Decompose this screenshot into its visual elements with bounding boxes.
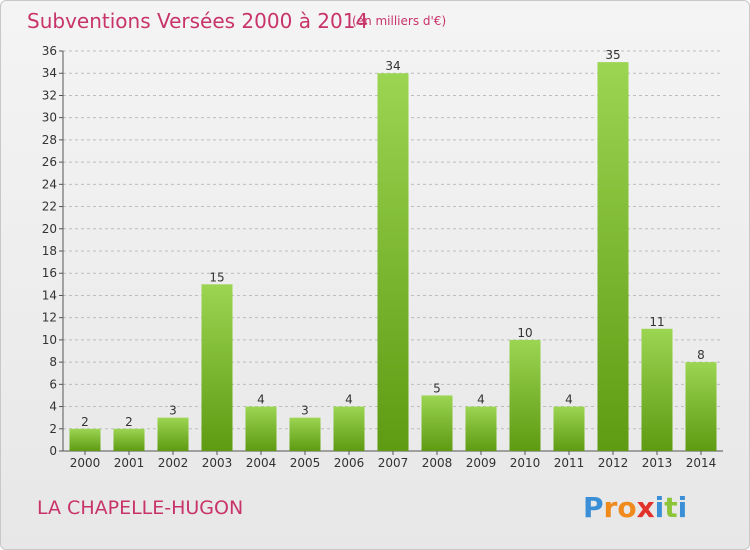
x-tick-label: 2012 [598,456,629,470]
y-tick-label: 22 [42,200,57,214]
y-tick-label: 34 [42,66,57,80]
y-tick-label: 2 [49,422,57,436]
bar [597,62,629,451]
x-tick-label: 2006 [334,456,365,470]
x-tick-label: 2003 [202,456,233,470]
bar [377,73,409,451]
bar-value-label: 10 [517,326,532,340]
chart-title: Subventions Versées 2000 à 2014 [27,9,369,33]
bar-value-label: 5 [433,381,441,395]
x-tick-label: 2007 [378,456,409,470]
bar [113,428,145,451]
bar-value-label: 15 [209,270,224,284]
y-tick-label: 30 [42,111,57,125]
bar [641,328,673,451]
y-tick-label: 16 [42,266,57,280]
x-tick-label: 2001 [114,456,145,470]
bar-value-label: 2 [81,415,89,429]
x-tick-label: 2010 [510,456,541,470]
bar [509,339,541,451]
bar-value-label: 4 [345,393,353,407]
x-tick-label: 2002 [158,456,189,470]
bar-value-label: 4 [257,393,265,407]
x-tick-label: 2004 [246,456,277,470]
units-note: (en milliers d'€) [352,14,447,28]
bar [201,284,233,451]
bar-value-label: 3 [169,404,177,418]
commune-name: LA CHAPELLE-HUGON [37,497,244,519]
bar-value-label: 35 [605,48,620,62]
bar-value-label: 3 [301,404,309,418]
bar [553,406,585,451]
bar-value-label: 4 [477,393,485,407]
bar [157,417,189,451]
bar-value-label: 34 [385,59,400,73]
y-tick-label: 20 [42,222,57,236]
x-tick-label: 2011 [554,456,585,470]
y-tick-label: 0 [49,444,57,458]
y-tick-label: 10 [42,333,57,347]
x-tick-label: 2009 [466,456,497,470]
y-tick-label: 18 [42,244,57,258]
y-tick-label: 36 [42,44,57,58]
bar [69,428,101,451]
bar [685,362,717,451]
x-tick-label: 2005 [290,456,321,470]
x-tick-label: 2000 [70,456,101,470]
y-tick-label: 28 [42,133,57,147]
y-tick-label: 4 [49,400,57,414]
y-tick-label: 12 [42,311,57,325]
bar-value-label: 8 [697,348,705,362]
y-tick-label: 24 [42,177,57,191]
x-tick-label: 2008 [422,456,453,470]
bar-value-label: 4 [565,393,573,407]
bar [465,406,497,451]
y-tick-label: 6 [49,377,57,391]
y-tick-label: 8 [49,355,57,369]
bar-value-label: 2 [125,415,133,429]
bar [421,395,453,451]
y-tick-label: 32 [42,88,57,102]
y-tick-label: 14 [42,288,57,302]
x-tick-label: 2013 [642,456,673,470]
x-tick-label: 2014 [686,456,717,470]
bar-value-label: 11 [649,315,664,329]
y-tick-label: 26 [42,155,57,169]
bar [245,406,277,451]
bar [289,417,321,451]
bar [333,406,365,451]
